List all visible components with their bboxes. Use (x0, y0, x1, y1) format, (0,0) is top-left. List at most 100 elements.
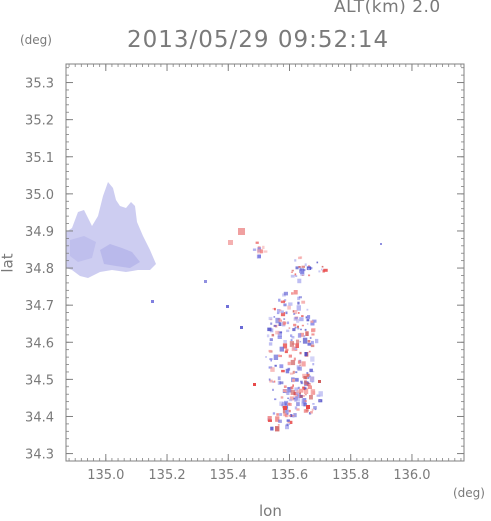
radar-field (66, 182, 382, 432)
echo-cell (279, 401, 284, 406)
echo-cell (270, 322, 273, 325)
echo-cell (284, 400, 289, 404)
echo-cell (284, 350, 288, 354)
echo-cell (299, 364, 302, 366)
echo-cell (297, 366, 302, 371)
echo-cell (304, 380, 307, 383)
echo-cell (311, 328, 316, 332)
echo-cell (276, 413, 279, 416)
echo-cell (296, 396, 301, 402)
echo-cell (266, 334, 270, 338)
y-tick-label: 34.9 (25, 225, 54, 240)
y-tick-label: 34.7 (25, 299, 54, 314)
echo-cell (270, 367, 275, 372)
echo-cell (278, 322, 282, 326)
echo-cell (279, 364, 284, 369)
echo-cell (288, 302, 293, 306)
echo-speck (204, 280, 207, 283)
echo-cell (278, 419, 282, 423)
echo-cell (265, 356, 267, 358)
y-tick-label: 34.4 (25, 410, 54, 425)
echo-cell (275, 416, 280, 422)
echo-cell (310, 344, 315, 348)
echo-cell (263, 250, 268, 253)
echo-cell (279, 413, 283, 416)
echo-cell (318, 391, 323, 397)
echo-cell (296, 305, 301, 311)
echo-cell (299, 332, 304, 337)
echo-cell (294, 406, 298, 410)
echo-cell (306, 323, 309, 325)
echo-cell (268, 349, 272, 353)
echo-cell (294, 316, 298, 319)
echo-cell (299, 395, 303, 398)
timestamp-title: 2013/05/29 09:52:14 (127, 27, 390, 53)
echo-cell (293, 323, 297, 327)
echo-cell (289, 396, 295, 401)
echo-cell (297, 301, 300, 305)
echo-cell (310, 389, 316, 395)
echo-cell (285, 390, 288, 394)
echo-cell (277, 424, 280, 426)
echo-cell (299, 317, 304, 322)
echo-cell (283, 389, 287, 393)
echo-cell (269, 328, 274, 333)
y-tick-label: 35.0 (25, 188, 54, 203)
echo-cell (307, 385, 312, 389)
echo-cell (299, 256, 303, 259)
echo-cell (293, 313, 296, 315)
echo-cell (299, 341, 302, 343)
echo-cell (282, 343, 288, 349)
x-tick-label: 135.0 (87, 468, 124, 483)
echo-cell (287, 361, 291, 366)
echo-cell (297, 386, 300, 390)
echo-cell (274, 364, 277, 367)
echo-cell (252, 248, 257, 251)
echo-cell (286, 423, 289, 427)
echo-cell (297, 393, 301, 398)
echo-cell (297, 278, 302, 284)
echo-cell (294, 377, 299, 382)
echo-cell (288, 354, 292, 358)
echo-cell (280, 312, 286, 317)
echo-cell (289, 420, 293, 424)
echo-cell (312, 363, 315, 366)
echo-cell (256, 254, 261, 259)
echo-speck (240, 326, 243, 329)
echo-cell (296, 402, 300, 407)
echo-cell (306, 319, 310, 322)
echo-cell (299, 392, 301, 395)
echo-cell (308, 274, 311, 277)
echo-cell (285, 348, 289, 351)
echo-cell (284, 414, 288, 418)
echo-cell (279, 331, 283, 334)
echo-cell (294, 273, 297, 276)
echo-cell (268, 419, 272, 422)
y-tick-label: 35.3 (25, 77, 54, 92)
echo-speck (151, 300, 154, 303)
echo-cell (262, 245, 265, 249)
echo-cell (323, 268, 328, 272)
echo-cell (300, 380, 303, 383)
echo-cell (277, 324, 280, 326)
echo-cell (281, 369, 285, 373)
x-axis-label: lon (259, 502, 282, 520)
echo-cell (289, 403, 292, 406)
echo-cell (277, 309, 281, 313)
echo-speck (283, 406, 287, 410)
echo-cell (304, 352, 308, 357)
echo-cell (289, 372, 294, 375)
echo-cell (293, 397, 296, 400)
echo-cell (291, 336, 295, 339)
echo-cell (303, 335, 306, 338)
echo-cell (279, 309, 282, 311)
echo-cell (303, 268, 306, 272)
echo-cell (286, 321, 290, 325)
echo-cell (283, 318, 286, 320)
plume-core (70, 236, 96, 262)
echo-cell (302, 395, 305, 397)
echo-cell (298, 312, 300, 314)
echo-cell (282, 401, 287, 406)
echo-cell (290, 274, 295, 278)
